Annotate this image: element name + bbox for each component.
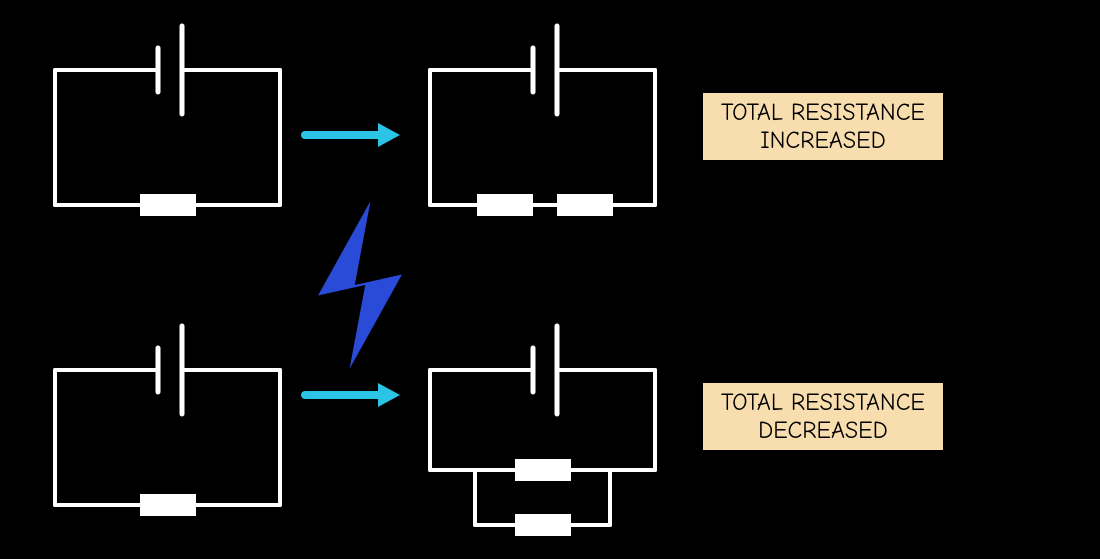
label-text: TOTAL RESISTANCE DECREASED bbox=[721, 388, 925, 444]
lightning-bolt-icon bbox=[318, 201, 402, 369]
label-text: TOTAL RESISTANCE INCREASED bbox=[721, 98, 925, 154]
label-resistance-increased: TOTAL RESISTANCE INCREASED bbox=[700, 90, 946, 163]
diagram-canvas bbox=[0, 0, 1100, 559]
label-resistance-decreased: TOTAL RESISTANCE DECREASED bbox=[700, 380, 946, 453]
